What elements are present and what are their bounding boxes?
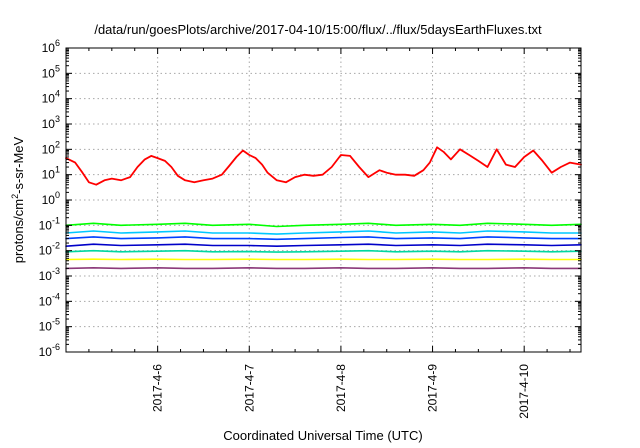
y-tick-label-exp: 1 [55, 165, 60, 175]
y-tick-label-base: 10 [39, 269, 53, 283]
y-tick-label: 105 [42, 63, 60, 80]
series-line-1 [65, 222, 582, 228]
series-line-5 [65, 249, 582, 253]
y-tick-label-base: 10 [42, 142, 56, 156]
chart-title: /data/run/goesPlots/archive/2017-04-10/1… [94, 22, 542, 37]
x-tick-labels: 2017-4-6 2017-4-7 2017-4-8 2017-4-9 2017-4-1… [151, 364, 532, 419]
series-line-4 [65, 243, 582, 247]
y-tick-label-exp: 4 [55, 89, 60, 99]
y-tick-label-exp: 2 [55, 139, 60, 149]
y-tick-label-base: 10 [39, 345, 53, 359]
y-axis-title-sup: 2 [10, 194, 20, 199]
y-tick-label-exp: -4 [52, 291, 60, 301]
y-tick-label-base: 10 [42, 66, 56, 80]
x-tick-label: 2017-4-7 [242, 364, 256, 412]
x-tick-label: 2017-4-6 [151, 364, 165, 412]
y-tick-label-exp: 5 [55, 63, 60, 73]
y-tick-labels: 10-610-510-410-310-210-11001011021031041… [39, 38, 60, 359]
y-tick-label-base: 10 [42, 168, 56, 182]
y-tick-label-exp: -3 [52, 266, 60, 276]
y-tick-label: 106 [42, 38, 60, 55]
y-tick-label: 10-6 [39, 342, 60, 359]
y-tick-label: 10-1 [39, 215, 60, 232]
y-tick-label-exp: 3 [55, 114, 60, 124]
y-tick-label-base: 10 [42, 193, 56, 207]
y-tick-label-base: 10 [42, 92, 56, 106]
y-tick-label: 102 [42, 139, 60, 156]
y-tick-label-exp: -2 [52, 241, 60, 251]
y-tick-label: 100 [42, 190, 60, 207]
x-axis-title: Coordinated Universal Time (UTC) [223, 428, 422, 443]
y-tick-label-exp: -6 [52, 342, 60, 352]
axis-ticks [66, 47, 581, 353]
y-tick-label: 101 [42, 165, 60, 182]
y-tick-label: 104 [42, 89, 60, 106]
y-tick-label-base: 10 [39, 244, 53, 258]
y-tick-label-base: 10 [42, 41, 56, 55]
y-tick-label-exp: 6 [55, 38, 60, 48]
y-tick-label-base: 10 [39, 320, 53, 334]
series-line-2 [65, 230, 582, 235]
x-tick-label: 2017-4-9 [426, 364, 440, 412]
y-axis-title: protons/cm2-s-sr-MeV [10, 136, 26, 263]
y-axis-title-post: -s-sr-MeV [11, 136, 26, 193]
x-tick-label: 2017-4-8 [334, 364, 348, 412]
y-tick-label: 10-2 [39, 241, 60, 258]
y-tick-label-exp: 0 [55, 190, 60, 200]
x-tick-label: 2017-4-10 [517, 364, 531, 419]
y-tick-label: 10-4 [39, 291, 60, 308]
series-line-3 [65, 236, 582, 241]
grid-lines [66, 48, 581, 352]
series-line-7 [65, 266, 582, 270]
series-line-0 [65, 146, 582, 186]
y-tick-label: 10-3 [39, 266, 60, 283]
y-tick-label: 103 [42, 114, 60, 131]
y-tick-label: 10-5 [39, 317, 60, 334]
y-axis-title-pre: protons/cm [11, 199, 26, 263]
y-tick-label-base: 10 [39, 294, 53, 308]
y-tick-label-base: 10 [39, 218, 53, 232]
y-tick-label-exp: -5 [52, 317, 60, 327]
y-tick-label-exp: -1 [52, 215, 60, 225]
y-tick-label-base: 10 [42, 117, 56, 131]
data-series [65, 146, 582, 270]
